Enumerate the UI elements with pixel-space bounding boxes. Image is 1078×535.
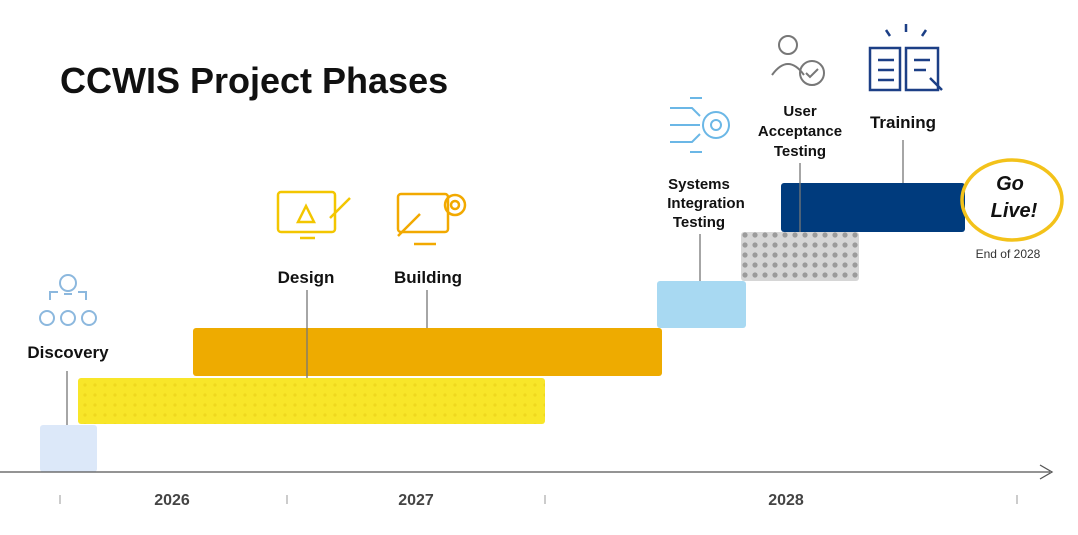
phase-label: Design xyxy=(278,268,335,287)
uat-bar xyxy=(741,232,859,281)
phase-label: Discovery xyxy=(27,343,109,362)
icon-part xyxy=(778,35,798,55)
design-icon xyxy=(276,190,351,240)
phase-label: Training xyxy=(870,113,936,132)
discovery-bar xyxy=(40,425,97,472)
discovery-icon xyxy=(39,274,97,326)
sit-icon xyxy=(670,97,730,153)
icon-part xyxy=(702,111,730,139)
phase-label: Building xyxy=(394,268,462,287)
phase-label: Integration xyxy=(667,195,745,212)
icon-part xyxy=(710,119,722,131)
year-label: 2028 xyxy=(768,492,804,509)
icon-part xyxy=(81,310,97,326)
milestone-label: Live! xyxy=(991,200,1038,222)
icon-part xyxy=(276,190,337,234)
icon-part xyxy=(397,213,421,237)
icon-part xyxy=(799,60,825,86)
training-bar xyxy=(781,183,965,232)
year-label: 2026 xyxy=(154,492,190,509)
training-icon xyxy=(868,24,943,92)
icon-part xyxy=(59,274,77,292)
milestone-circle xyxy=(960,158,1064,242)
icon-part xyxy=(805,68,819,79)
year-label: 2027 xyxy=(398,492,434,509)
phase-label: User xyxy=(783,103,817,120)
building-bar xyxy=(193,328,662,376)
icon-part xyxy=(868,46,940,92)
icon-part xyxy=(878,58,930,82)
design-bar xyxy=(78,378,545,424)
icon-part xyxy=(396,192,450,234)
building-icon xyxy=(396,192,467,246)
sit-bar xyxy=(657,281,746,328)
icon-part xyxy=(771,63,805,76)
milestone-note: End of 2028 xyxy=(976,247,1041,261)
icon-part xyxy=(670,97,702,153)
phase-label: Testing xyxy=(774,143,826,160)
milestone-label: Go xyxy=(996,173,1024,195)
icon-part xyxy=(295,203,317,224)
phase-label: Acceptance xyxy=(758,123,842,140)
icon-part xyxy=(443,193,467,217)
icon-part xyxy=(49,291,87,300)
axis-arrow xyxy=(1039,464,1054,480)
phase-label: Systems xyxy=(668,176,730,193)
uat-icon xyxy=(771,35,825,86)
icon-part xyxy=(884,24,928,37)
icon-part xyxy=(60,310,76,326)
phase-label: Testing xyxy=(673,214,725,231)
title: CCWIS Project Phases xyxy=(60,60,448,101)
icon-part xyxy=(39,310,55,326)
icon-part xyxy=(329,197,351,219)
icon-part xyxy=(929,77,943,91)
icon-part xyxy=(449,199,461,211)
